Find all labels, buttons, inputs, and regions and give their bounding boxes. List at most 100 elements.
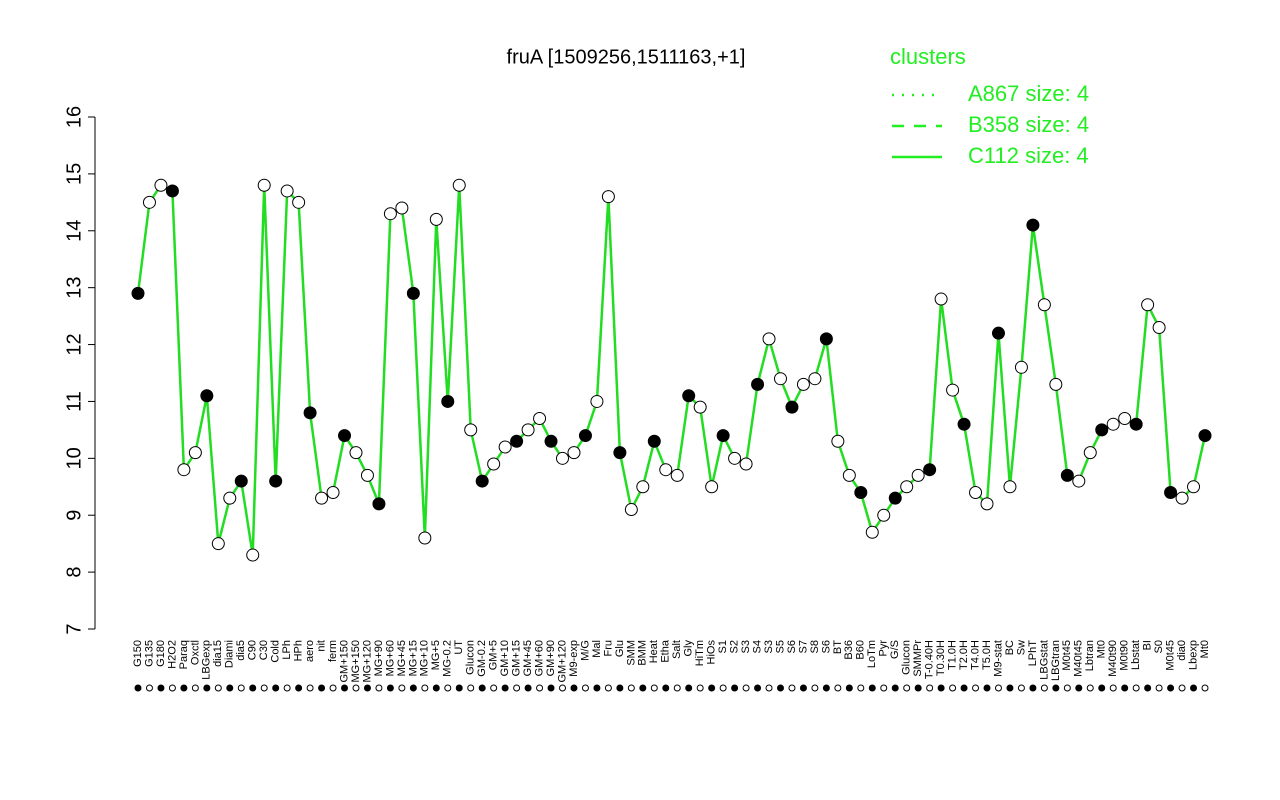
- x-tick-label: Pyr: [878, 640, 890, 657]
- series-line: [136, 183, 1207, 556]
- point: [360, 468, 374, 482]
- x-tick-label: Glucon: [465, 640, 477, 675]
- category-marker: [237, 684, 245, 692]
- x-tick-label: BC: [1004, 640, 1016, 655]
- category-marker: [868, 684, 876, 692]
- point: [923, 463, 937, 477]
- point: [211, 537, 225, 551]
- point: [601, 190, 615, 204]
- category-marker: [765, 684, 773, 692]
- category-marker: [983, 684, 991, 692]
- category-marker: [1086, 684, 1094, 692]
- point: [521, 423, 535, 437]
- point: [567, 446, 581, 460]
- x-tick-label: S1: [717, 640, 729, 653]
- point: [808, 372, 822, 386]
- point: [1198, 429, 1212, 443]
- x-tick-label: BT: [832, 640, 844, 654]
- category-marker: [570, 684, 578, 692]
- category-marker: [593, 684, 601, 692]
- y-tick-label: 10: [63, 447, 85, 469]
- x-tick-label: Gly: [683, 640, 695, 657]
- point: [1083, 446, 1097, 460]
- category-marker: [1144, 684, 1152, 692]
- x-tick-label: H2O2: [166, 640, 178, 669]
- point: [1072, 474, 1086, 488]
- category-marker: [455, 684, 463, 692]
- category-marker: [283, 684, 291, 692]
- category-marker: [1075, 684, 1083, 692]
- x-tick-label: GM+60: [533, 640, 545, 676]
- x-tick-label: M/G: [579, 640, 591, 661]
- x-tick-label: MG+90: [373, 640, 385, 676]
- x-tick-label: dia15: [212, 640, 224, 667]
- category-marker: [937, 684, 945, 692]
- x-tick-label: S6: [820, 640, 832, 653]
- point: [819, 332, 833, 346]
- point: [1049, 377, 1063, 391]
- x-tick-label: T0.30H: [935, 640, 947, 676]
- category-marker: [799, 684, 807, 692]
- x-tick-label: MG+45: [396, 640, 408, 676]
- point: [796, 377, 810, 391]
- point: [980, 497, 994, 511]
- x-tick-label: LBGexp: [201, 640, 213, 680]
- category-marker: [145, 684, 153, 692]
- x-tick-label: MG+60: [384, 640, 396, 676]
- category-marker: [972, 684, 980, 692]
- category-marker: [627, 684, 635, 692]
- point: [670, 468, 684, 482]
- category-marker: [822, 684, 830, 692]
- x-tick-label: T5.0H: [981, 640, 993, 670]
- category-marker: [1132, 684, 1140, 692]
- point: [636, 480, 650, 494]
- x-tick-label: nit: [315, 640, 327, 652]
- category-marker: [926, 684, 934, 692]
- point: [142, 195, 156, 209]
- point: [1037, 298, 1051, 312]
- category-marker: [421, 684, 429, 692]
- point: [257, 178, 271, 192]
- point: [900, 480, 914, 494]
- category-marker: [754, 684, 762, 692]
- y-tick-label: 13: [63, 277, 85, 299]
- y-tick-label: 16: [63, 106, 85, 128]
- x-tick-label: LPhT: [1027, 640, 1039, 667]
- point: [475, 474, 489, 488]
- point: [269, 474, 283, 488]
- category-marker: [616, 684, 624, 692]
- category-marker: [1052, 684, 1060, 692]
- point: [338, 429, 352, 443]
- x-tick-label: GM+5: [488, 640, 500, 670]
- x-tick-label: MG+150: [350, 640, 362, 683]
- category-marker: [1006, 684, 1014, 692]
- x-tick-label: BI: [1142, 640, 1154, 650]
- point: [773, 372, 787, 386]
- x-tick-label: MG+15: [407, 640, 419, 676]
- point: [1152, 320, 1166, 334]
- point: [349, 446, 363, 460]
- category-marker: [157, 684, 165, 692]
- x-tick-label: M0t90: [1119, 640, 1131, 671]
- category-marker: [776, 684, 784, 692]
- category-marker: [650, 684, 658, 692]
- category-marker: [501, 684, 509, 692]
- x-tick-label: Glucon: [901, 640, 913, 675]
- y-tick-label: 12: [63, 333, 85, 355]
- x-tick-label: Mal: [591, 640, 603, 658]
- category-marker: [788, 684, 796, 692]
- x-tick-label: Fru: [602, 640, 614, 657]
- x-tick-label: Lbexp: [1187, 640, 1199, 670]
- x-tick-label: LoTm: [866, 640, 878, 668]
- point: [234, 474, 248, 488]
- point: [544, 434, 558, 448]
- x-tick-label: M40t90: [1107, 640, 1119, 677]
- x-tick-label: Heat: [648, 640, 660, 663]
- x-tick-label: HPh: [293, 640, 305, 661]
- point: [911, 468, 925, 482]
- x-tick-label: G150: [132, 640, 144, 667]
- x-tick-label: M9-exp: [568, 640, 580, 677]
- x-tick-label: Sw: [1015, 640, 1027, 655]
- point: [406, 286, 420, 300]
